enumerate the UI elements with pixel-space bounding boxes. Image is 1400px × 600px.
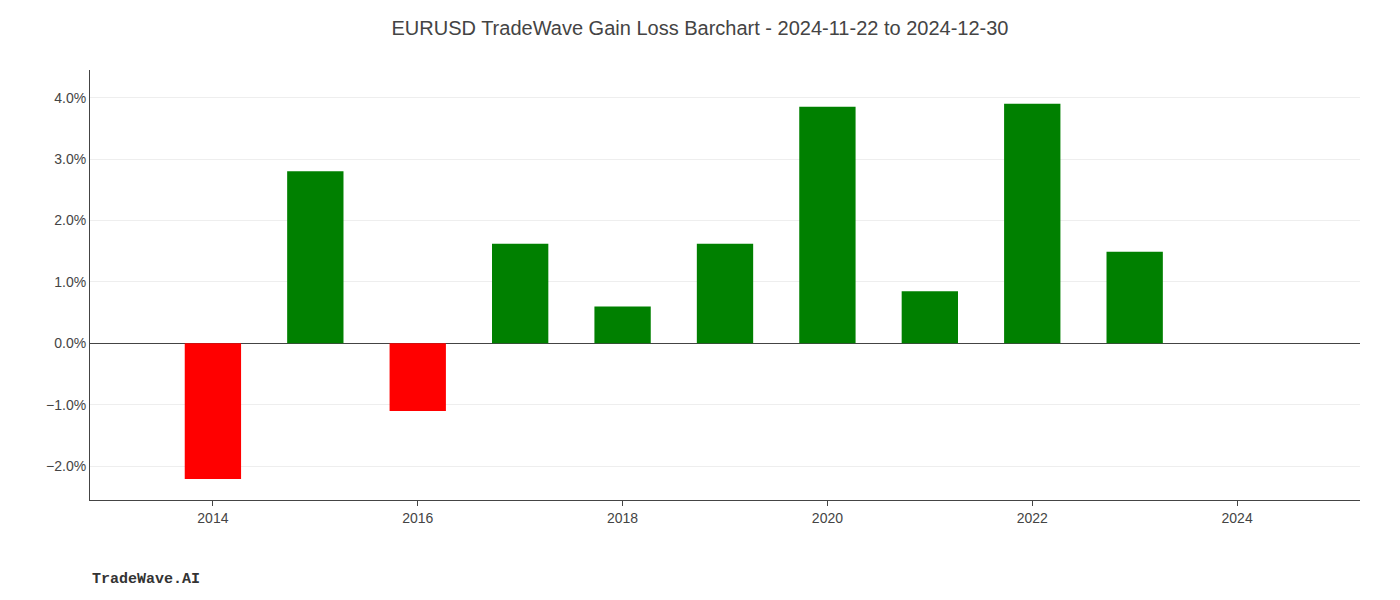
svg-text:TradeWave.AI: TradeWave.AI xyxy=(92,571,200,588)
svg-text:2016: 2016 xyxy=(402,510,433,526)
svg-text:2022: 2022 xyxy=(1017,510,1048,526)
svg-text:2024: 2024 xyxy=(1222,510,1253,526)
svg-text:3.0%: 3.0% xyxy=(54,151,86,167)
svg-text:EURUSD TradeWave Gain Loss Bar: EURUSD TradeWave Gain Loss Barchart - 20… xyxy=(392,17,1009,39)
svg-text:−2.0%: −2.0% xyxy=(46,458,86,474)
svg-text:0.0%: 0.0% xyxy=(54,335,86,351)
svg-text:2018: 2018 xyxy=(607,510,638,526)
svg-text:2020: 2020 xyxy=(812,510,843,526)
svg-text:2014: 2014 xyxy=(197,510,228,526)
svg-text:2.0%: 2.0% xyxy=(54,212,86,228)
svg-text:−1.0%: −1.0% xyxy=(46,397,86,413)
svg-text:4.0%: 4.0% xyxy=(54,90,86,106)
svg-text:1.0%: 1.0% xyxy=(54,274,86,290)
